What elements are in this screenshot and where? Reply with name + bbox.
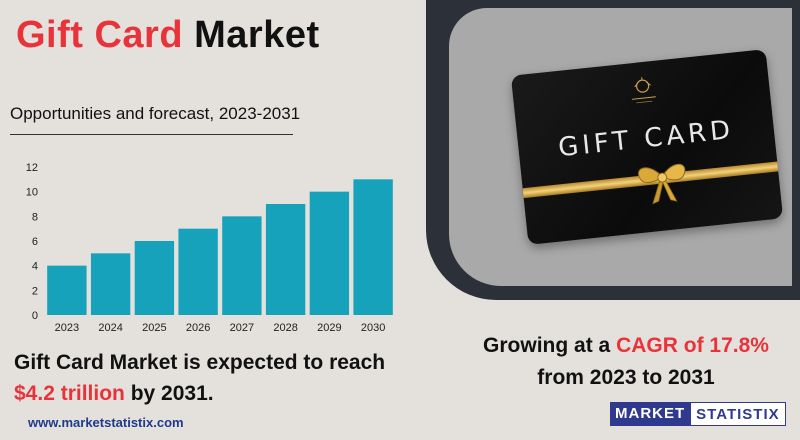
bar-2023 <box>47 265 87 315</box>
x-tick-label: 2028 <box>273 322 297 334</box>
title-rest: Market <box>194 14 320 56</box>
y-tick-label: 8 <box>32 211 38 223</box>
y-tick-label: 10 <box>26 187 38 199</box>
y-tick-label: 6 <box>32 236 38 248</box>
x-tick-label: 2030 <box>361 322 385 334</box>
bar-2028 <box>265 204 306 315</box>
gift-card-image: GIFT CARD <box>510 49 784 245</box>
bar-2029 <box>309 191 350 315</box>
x-tick-label: 2024 <box>98 322 122 334</box>
y-tick-label: 2 <box>32 285 38 297</box>
cagr-suffix: from 2023 to 2031 <box>537 366 715 389</box>
website-link[interactable]: www.marketstatistix.com <box>28 415 184 430</box>
headline-value: $4.2 trillion <box>14 382 125 405</box>
x-tick-label: 2026 <box>186 322 210 334</box>
bar-chart: 0 2 4 6 8 10 12 2023 2024 2025 2026 2027 2028 2029 203… <box>26 162 393 334</box>
brand-part-market: MARKET <box>610 402 691 426</box>
market-headline: Gift Card Market is expected to reach $4… <box>14 347 454 409</box>
brand-part-statistix: STATISTIX <box>690 402 786 426</box>
brand-logo: MARKET STATISTIX <box>610 402 786 426</box>
chart-subtitle: Opportunities and forecast, 2023-2031 <box>10 104 300 135</box>
gift-bow-icon <box>638 163 686 205</box>
bar-2026 <box>178 228 218 315</box>
headline-suffix: by 2031. <box>130 382 214 405</box>
headline-text: Gift Card Market is expected to reach <box>14 351 386 374</box>
title-highlight: Gift Card <box>16 14 184 56</box>
y-tick-label: 12 <box>26 162 38 174</box>
page-title: Gift Card Market <box>16 14 320 57</box>
y-tick-label: 0 <box>32 310 38 322</box>
x-tick-label: 2029 <box>317 322 341 334</box>
cagr-statement: Growing at a CAGR of 17.8% from 2023 to … <box>456 330 796 394</box>
y-tick-label: 4 <box>32 261 38 273</box>
cagr-value: CAGR of 17.8% <box>616 334 769 357</box>
cagr-prefix: Growing at a <box>483 334 611 357</box>
bar-2024 <box>90 253 131 315</box>
x-tick-label: 2023 <box>55 322 79 334</box>
bar-2025 <box>134 241 175 315</box>
card-logo-icon <box>631 77 656 104</box>
x-tick-label: 2027 <box>230 322 254 334</box>
bar-2030 <box>353 179 393 315</box>
bar-2027 <box>222 216 262 315</box>
x-tick-label: 2025 <box>142 322 166 334</box>
